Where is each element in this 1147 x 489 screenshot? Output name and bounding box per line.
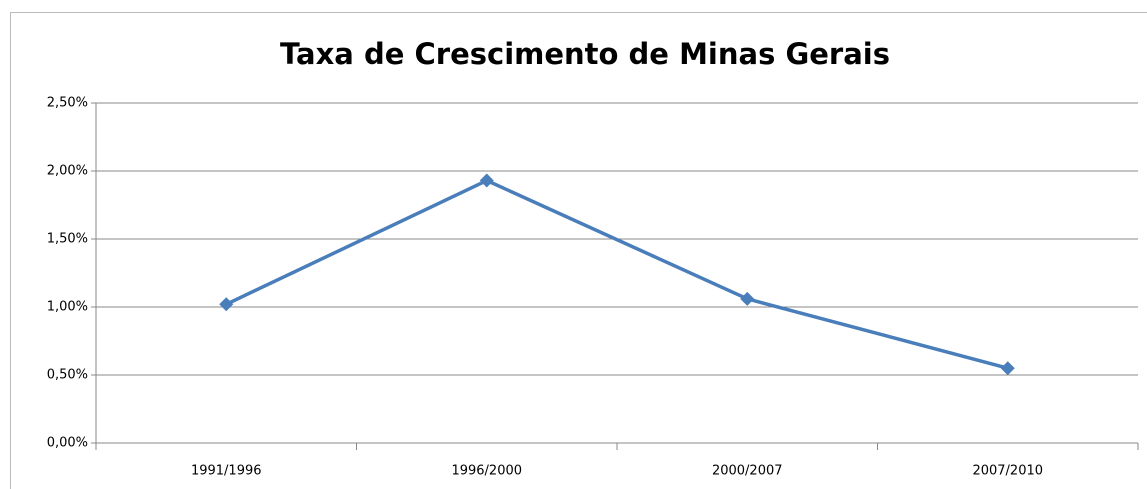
x-tick-label: 1991/1996: [191, 464, 262, 479]
data-line: [225, 178, 1009, 370]
y-tick-label: 0,00%: [47, 436, 88, 451]
data-marker: [1000, 361, 1015, 376]
x-tick-label: 1996/2000: [451, 464, 522, 479]
y-tick-label: 2,50%: [47, 96, 88, 111]
data-marker: [479, 173, 494, 188]
y-tick-label: 1,00%: [47, 300, 88, 315]
chart-title: Taxa de Crescimento de Minas Gerais: [280, 37, 890, 71]
data-marker: [740, 291, 755, 306]
x-tick-label: 2007/2010: [972, 464, 1043, 479]
y-tick-label: 1,50%: [47, 232, 88, 247]
y-tick-label: 2,00%: [47, 164, 88, 179]
x-tick-label: 2000/2007: [712, 464, 783, 479]
data-marker: [219, 297, 234, 312]
y-tick-label: 0,50%: [47, 368, 88, 383]
chart-frame: [10, 12, 1147, 489]
